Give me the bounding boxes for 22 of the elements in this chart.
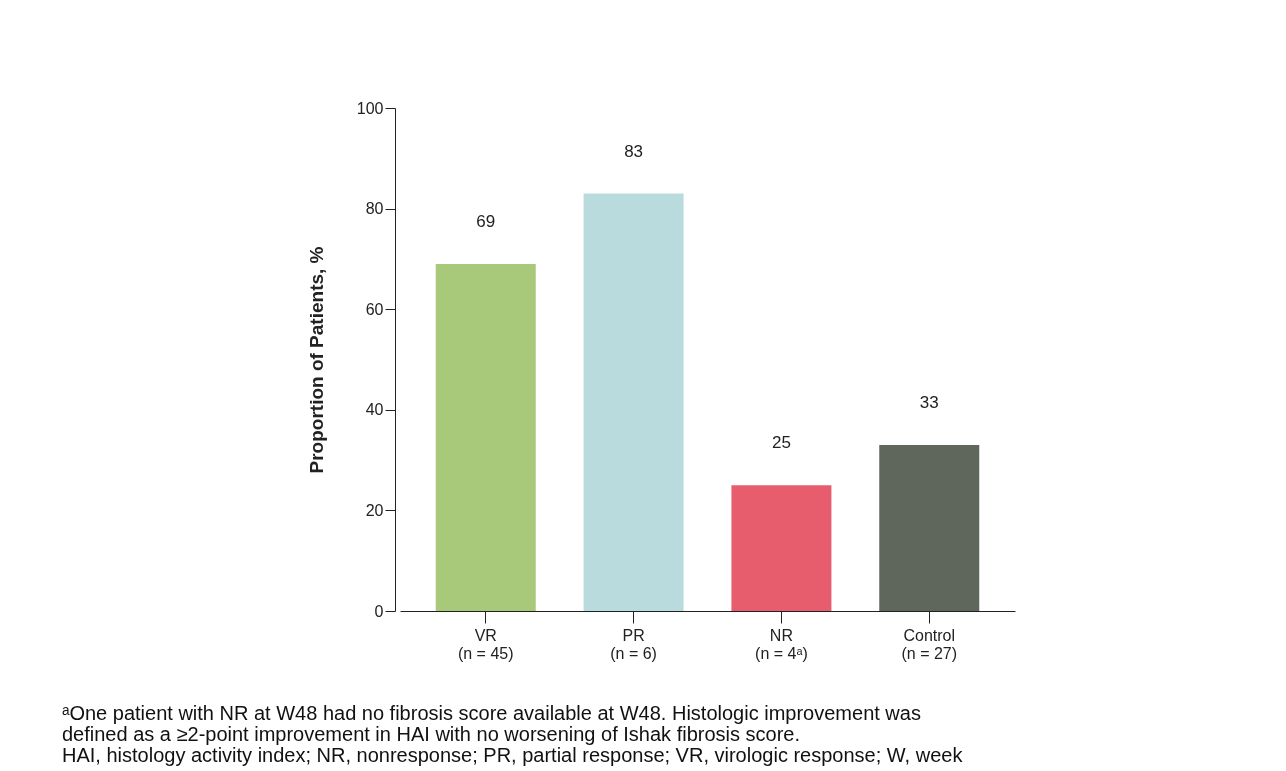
y-tick-label: 100 [356, 99, 384, 117]
bar [731, 485, 832, 611]
bar [583, 193, 684, 611]
data-label: 25 [771, 433, 791, 453]
y-tick-label: 0 [374, 602, 384, 620]
x-tick-label: PR (n = 6) [610, 626, 657, 662]
x-tick-label: VR (n = 45) [457, 626, 514, 662]
data-label: 83 [624, 141, 644, 161]
text: ᵃOne patient with NR at W48 had no fibrosis score available at W48. Histologic improvement was [62, 702, 921, 724]
x-tick-label: Control (n = 27) [901, 626, 958, 662]
y-axis-title: Proportion of Patients, % [305, 246, 327, 474]
y-tick-label: 80 [365, 200, 384, 218]
data-label: 33 [919, 393, 939, 413]
bar [435, 263, 536, 611]
x-tick-label: NR (n = 4ᵃ) [755, 626, 808, 662]
data-label: 69 [476, 211, 496, 231]
text: defined as a ≥2-point improvement in HAI with no worsening of Ishak fibrosis score. [62, 723, 800, 745]
y-tick-label: 20 [365, 501, 384, 519]
y-tick-label: 40 [365, 401, 384, 419]
y-tick-label: 60 [365, 300, 384, 318]
bar [879, 445, 980, 611]
text: HAI, histology activity index; NR, nonresponse; PR, partial response; VR, virologic response; W, week [62, 744, 964, 766]
